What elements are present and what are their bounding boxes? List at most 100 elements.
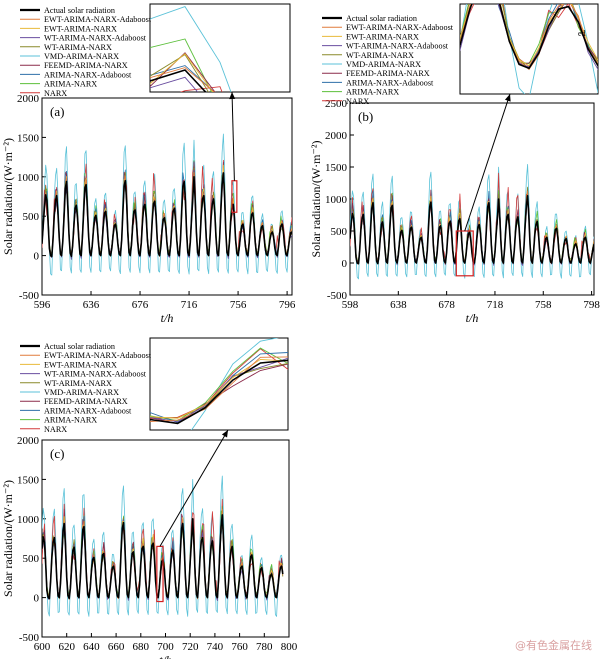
y-tick-label: 1500 (17, 132, 40, 144)
x-tick-label: 680 (133, 641, 150, 653)
y-axis-label: Solar radiation/(W·m⁻²) (1, 480, 15, 597)
series-line-vmd-arima-narx (350, 164, 594, 280)
x-tick-label: 758 (535, 299, 552, 311)
legend-label: Actual solar radiation (44, 342, 115, 351)
y-tick-label: -500 (327, 290, 348, 302)
series-line-narx (42, 159, 292, 257)
series-line-arima-narx (42, 510, 284, 598)
x-tick-label: 798 (583, 299, 600, 311)
legend-label: VMD-ARIMA-NARX (44, 52, 119, 61)
legend-label: ARIMA-NARX (44, 80, 97, 89)
y-tick-label: 1500 (325, 162, 348, 174)
y-tick-label: 1500 (17, 474, 40, 486)
legend-label: NARX (44, 89, 67, 98)
y-tick-label: 500 (23, 553, 40, 565)
inset-line-actual-solar-radiation (150, 359, 288, 425)
series-group (350, 164, 594, 280)
x-tick-label: 636 (83, 299, 100, 311)
series-line-arima-narx-adaboost (42, 163, 292, 256)
legend-label: EWT-ARIMA-NARX-Adaboost (44, 351, 152, 360)
zoom-arrow-head (229, 92, 236, 100)
x-tick-label: 678 (438, 299, 455, 311)
x-tick-label: 620 (58, 641, 75, 653)
legend-label: ARIMA-NARX-Adaboost (44, 70, 132, 79)
inset-series (460, 4, 598, 94)
chart-b: -500 0 500 1000 1500 2000 2500 598 638 678 718 758 7… (309, 3, 600, 325)
y-tick-label: 2000 (325, 130, 348, 142)
x-tick-label: 720 (182, 641, 199, 653)
panel-label: (a) (50, 104, 64, 119)
panel-label: (b) (358, 109, 373, 124)
legend-label: ARIMA-NARX-Adaboost (346, 78, 434, 87)
zoom-arrow (231, 91, 235, 181)
legend-label: NARX (44, 425, 67, 434)
series-line-actual-solar-radiation (42, 514, 284, 600)
legend-c: Actual solar radiationEWT-ARIMA-NARX-Ada… (20, 342, 152, 434)
legend-label: ARIMA-NARX (44, 416, 97, 425)
series-group (42, 133, 292, 276)
inset-line-narx (179, 86, 223, 92)
y-tick-label: 0 (34, 593, 40, 605)
legend-label: WT-ARIMA-NARX (346, 51, 414, 60)
legend-label: Actual solar radiation (44, 6, 115, 15)
x-tick-label: 756 (230, 299, 247, 311)
inset-line-vmd-arima-narx (150, 6, 232, 92)
series-line-feemd-arima-narx (42, 161, 292, 257)
legend-label: ARIMA-NARX-Adaboost (44, 406, 132, 415)
x-tick-label: 600 (34, 641, 51, 653)
legend-label: WT-ARIMA-NARX-Adaboost (44, 370, 147, 379)
x-tick-label: 676 (132, 299, 149, 311)
series-line-actual-solar-radiation (42, 172, 292, 258)
x-tick-label: 598 (342, 299, 359, 311)
legend-label: FEEMD-ARIMA-NARX (44, 61, 128, 70)
legend-b: Actual solar radiationEWT-ARIMA-NARX-Ada… (322, 14, 454, 106)
x-tick-label: 796 (279, 299, 296, 311)
chart-c: -500 0 500 1000 1500 2000 600 620 640 660 680 700 72… (1, 337, 298, 659)
inset (149, 337, 289, 431)
legend-label: WT-ARIMA-NARX-Adaboost (44, 34, 147, 43)
y-tick-label: 500 (23, 211, 40, 223)
y-tick-label: 2000 (17, 435, 40, 447)
legend-label: VMD-ARIMA-NARX (44, 388, 119, 397)
inset: ed (459, 3, 599, 95)
legend-label: EWT-ARIMA-NARX (346, 32, 419, 41)
inset-series (150, 6, 232, 92)
y-tick-label: 500 (331, 226, 348, 238)
zoom-arrow-head (504, 94, 511, 102)
zoom-arrow (159, 429, 229, 547)
x-tick-label: 718 (487, 299, 504, 311)
inset-annotation: ed (578, 29, 586, 38)
series-line-actual-solar-radiation (350, 195, 594, 265)
inset-line-ewt-arima-narx-adaboost (150, 356, 288, 422)
legend-a: Actual solar radiationEWT-ARIMA-NARX-Ada… (20, 6, 152, 98)
legend-label: Actual solar radiation (346, 14, 417, 23)
x-tick-label: 700 (157, 641, 174, 653)
series-line-arima-narx (42, 160, 292, 256)
y-tick-label: 0 (34, 251, 40, 263)
y-tick-label: 0 (342, 258, 348, 270)
x-tick-label: 800 (281, 641, 298, 653)
series-group (42, 475, 284, 617)
inset (149, 3, 291, 93)
x-axis-label: t/h (161, 311, 174, 325)
x-tick-label: 596 (34, 299, 51, 311)
x-tick-label: 780 (256, 641, 273, 653)
chart-a: -500 0 500 1000 1500 2000 596 636 676 716 756 796 t/… (1, 3, 296, 325)
plot-frame (41, 97, 293, 296)
panel-label: (c) (50, 446, 64, 461)
y-tick-label: 1000 (17, 172, 40, 184)
x-tick-label: 740 (207, 641, 224, 653)
plot-frame (349, 102, 595, 296)
legend-label: WT-ARIMA-NARX (44, 379, 112, 388)
y-tick-label: 1000 (325, 194, 348, 206)
y-tick-label: -500 (19, 632, 40, 644)
y-axis-label: Solar radiation/(W·m⁻²) (309, 141, 323, 258)
zoom-box (156, 545, 164, 603)
x-axis-label: t/h (159, 653, 172, 659)
x-tick-label: 638 (390, 299, 407, 311)
y-tick-label: 2500 (325, 98, 348, 110)
series-line-wt-arima-narx (42, 167, 292, 258)
inset-frame (149, 3, 291, 93)
legend-label: VMD-ARIMA-NARX (346, 60, 421, 69)
legend-label: FEEMD-ARIMA-NARX (44, 397, 128, 406)
